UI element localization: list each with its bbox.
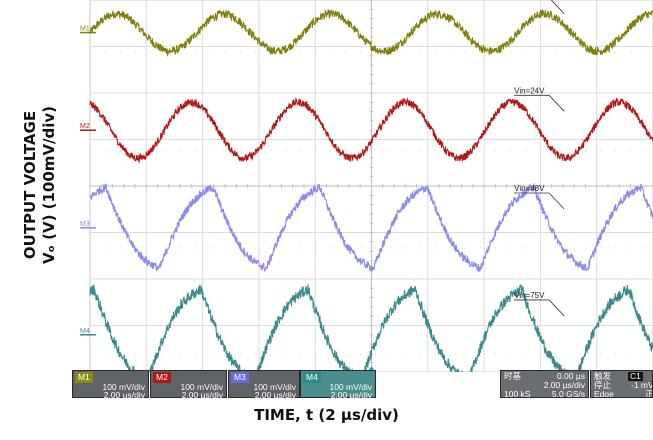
- x-axis-label: TIME, t (2 µs/div): [254, 406, 399, 424]
- timebase-points: 100 kS: [504, 389, 531, 399]
- timebase-label: 时基: [504, 371, 522, 381]
- trigger-type: Edge: [594, 389, 614, 398]
- waveform-m4: [89, 284, 653, 372]
- timebase-scale: 2.00 µs/div: [543, 380, 585, 390]
- trigger-level: -1 mV: [631, 380, 653, 390]
- channel-tag-m3: M3: [231, 372, 249, 383]
- trigger-box[interactable]: 触发 C1 停止 -1 mV Edge 正: [590, 370, 653, 398]
- waveform-m1: [89, 8, 653, 57]
- series-label-m4: Vin=75V: [514, 291, 545, 300]
- channel-time-div: 2.00 µs/div: [330, 390, 372, 400]
- trigger-label: 触发: [594, 371, 612, 381]
- series-label-m3: Vin=48V: [514, 184, 545, 193]
- channel-volts-div: 100 mV/div: [180, 382, 223, 392]
- timebase-delay: 0.00 µs: [556, 371, 585, 381]
- waveform-m2: [89, 97, 653, 164]
- series-label-m2: Vin=24V: [514, 86, 545, 95]
- trigger-source: C1: [628, 371, 643, 381]
- channel-box-m2[interactable]: M2 100 mV/div 2.00 µs/div: [150, 370, 227, 400]
- status-bar: M1 100 mV/div 2.00 µs/div M2 100 mV/div …: [72, 370, 653, 400]
- channel-time-div: 2.00 µs/div: [181, 390, 223, 400]
- channel-marker-label-m2: M2: [80, 123, 90, 130]
- y-axis-label-text: OUTPUT VOLTAGE Vₒ (V) (100mV/div): [21, 105, 58, 265]
- channel-time-div: 2.00 µs/div: [103, 390, 145, 400]
- series-label-leader: [548, 192, 565, 210]
- channel-tag-m4: M4: [303, 372, 321, 383]
- channel-volts-div: 100 mV/div: [253, 382, 296, 392]
- channel-box-m3[interactable]: M3 100 mV/div 2.00 µs/div: [228, 370, 300, 400]
- channel-time-div: 2.00 µs/div: [254, 390, 296, 400]
- channel-box-m4[interactable]: M4 100 mV/div 2.00 µs/div: [300, 370, 376, 400]
- timebase-rate: 5.0 GS/s: [551, 389, 585, 399]
- y-axis-label: OUTPUT VOLTAGE Vₒ (V) (100mV/div): [0, 0, 80, 370]
- series-label-leader: [548, 299, 565, 317]
- channel-marker-label-m4: M4: [80, 328, 90, 335]
- series-label-leader: [550, 0, 565, 14]
- waveform-m3: [89, 183, 653, 272]
- channel-tag-m1: M1: [75, 372, 93, 383]
- series-label-leader: [548, 95, 565, 112]
- channel-volts-div: 100 mV/div: [102, 382, 145, 392]
- channel-marker-label-m1: M1: [80, 26, 90, 33]
- channel-marker-label-m3: M3: [80, 221, 90, 228]
- channel-volts-div: 100 mV/div: [329, 382, 372, 392]
- channel-box-m1[interactable]: M1 100 mV/div 2.00 µs/div: [72, 370, 149, 400]
- channel-tag-m2: M2: [153, 372, 171, 383]
- timebase-box[interactable]: 时基 0.00 µs 2.00 µs/div 100 kS 5.0 GS/s: [500, 370, 589, 399]
- trigger-state: 停止: [594, 380, 612, 390]
- trigger-slope: 正: [645, 389, 653, 398]
